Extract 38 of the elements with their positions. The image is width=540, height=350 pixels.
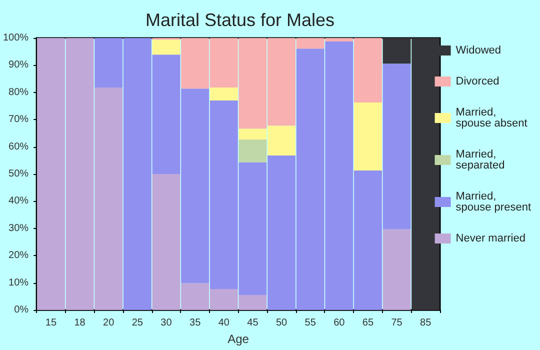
x-tick-label: 50	[276, 318, 288, 328]
legend-label: Married, spouse present	[456, 190, 531, 214]
x-tick-label: 65	[362, 318, 374, 328]
bar	[354, 102, 382, 170]
legend-label: Married, separated	[456, 148, 505, 172]
y-tick-label: 70%	[8, 114, 29, 126]
x-tick-label: 40	[218, 318, 230, 328]
x-tick-label: 15	[45, 318, 57, 328]
x-tick-label: 55	[304, 318, 316, 328]
bar	[382, 229, 411, 310]
y-tick-label: 80%	[8, 86, 29, 98]
x-tick-label: 45	[247, 318, 259, 328]
y-tick-label: 10%	[8, 277, 29, 288]
x-axis-title: Age	[228, 332, 250, 346]
y-tick-label: 50%	[8, 168, 29, 180]
y-tick-label: 100%	[3, 32, 29, 44]
legend-label: Divorced	[456, 76, 500, 88]
x-tick-label: 85	[420, 318, 432, 328]
bar	[238, 139, 267, 162]
chart-title: Marital Status for Males	[145, 10, 335, 30]
x-tick-label: 35	[190, 318, 202, 328]
x-tick-label: 25	[132, 318, 144, 328]
y-tick-label: 60%	[8, 141, 29, 152]
legend-label: Never married	[456, 232, 526, 244]
y-tick-label: 90%	[8, 60, 29, 71]
bar	[152, 40, 180, 55]
x-tick-label: 18	[74, 318, 86, 328]
legend-label: Widowed	[456, 44, 502, 56]
bar	[210, 88, 238, 101]
legend-label: Married, spouse absent	[456, 106, 528, 130]
y-tick-label: 30%	[8, 222, 29, 234]
x-tick-label: 30	[160, 318, 172, 328]
y-tick-label: 0%	[14, 304, 29, 316]
x-tick-label: 60	[334, 318, 346, 328]
x-tick-label: 20	[103, 318, 115, 328]
y-tick-label: 20%	[8, 250, 29, 262]
y-tick-label: 40%	[8, 196, 29, 207]
x-tick-label: 75	[391, 318, 403, 328]
